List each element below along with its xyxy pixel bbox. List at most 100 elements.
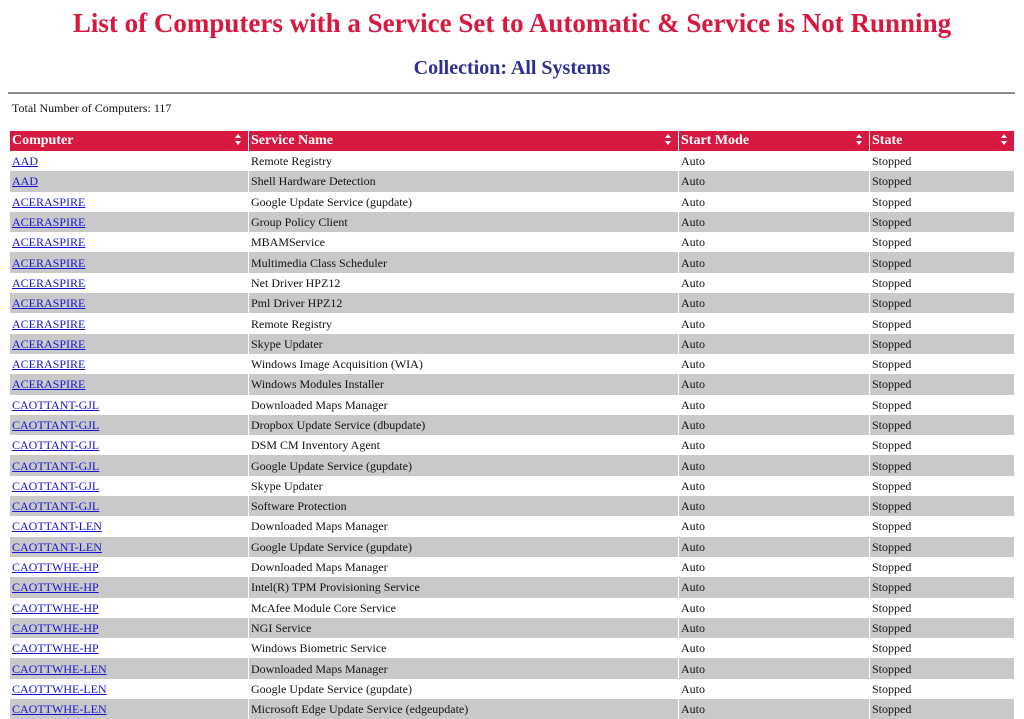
computer-link[interactable]: CAOTTANT-LEN — [12, 539, 102, 554]
cell-state: Stopped — [870, 577, 1014, 598]
column-header-label: State — [872, 133, 903, 148]
computer-link[interactable]: ACERASPIRE — [12, 275, 86, 290]
total-label: Total Number of Computers: — [12, 101, 151, 115]
cell-state: Stopped — [870, 617, 1014, 639]
table-row: ACERASPIRE Multimedia Class Scheduler Auto… — [10, 252, 1014, 273]
page-title: List of Computers with a Service Set to … — [72, 8, 952, 38]
cell-start-mode: Auto — [679, 293, 870, 314]
cell-computer: ACERASPIRE — [10, 252, 249, 273]
cell-service-name: NGI Service — [249, 617, 679, 639]
table-row: ACERASPIRE MBAMService Auto Stopped — [10, 232, 1014, 253]
computer-link[interactable]: ACERASPIRE — [12, 336, 86, 351]
computer-link[interactable]: CAOTTWHE-HP — [12, 560, 99, 575]
cell-service-name: DSM CM Inventory Agent — [249, 435, 679, 456]
cell-start-mode: Auto — [679, 211, 870, 233]
computer-link[interactable]: CAOTTANT-GJL — [12, 478, 100, 493]
cell-state: Stopped — [870, 556, 1014, 578]
cell-start-mode: Auto — [679, 617, 870, 639]
cell-computer: CAOTTANT-LEN — [10, 516, 249, 537]
cell-service-name: McAfee Module Core Service — [249, 597, 679, 618]
cell-computer: ACERASPIRE — [10, 272, 249, 294]
cell-computer: CAOTTWHE-LEN — [10, 678, 249, 700]
computer-link[interactable]: ACERASPIRE — [12, 235, 86, 250]
cell-computer: CAOTTANT-GJL — [10, 435, 249, 456]
table-row: CAOTTANT-LEN Google Update Service (gupda… — [10, 536, 1014, 557]
table-row: CAOTTANT-GJL Dropbox Update Service (dbup… — [10, 414, 1014, 436]
computer-link[interactable]: CAOTTWHE-HP — [12, 641, 99, 656]
cell-computer: ACERASPIRE — [10, 374, 249, 395]
computer-link[interactable]: AAD — [12, 174, 38, 189]
cell-service-name: Net Driver HPZ12 — [249, 272, 679, 294]
services-table: Computer Service Name Start Mode State A… — [10, 131, 1014, 719]
table-row: CAOTTANT-GJL Software Protection Auto Stopp… — [10, 496, 1014, 517]
cell-start-mode: Auto — [679, 414, 870, 436]
cell-state: Stopped — [870, 455, 1014, 476]
divider — [8, 92, 1015, 94]
table-row: ACERASPIRE Pml Driver HPZ12 Auto Stopped — [10, 293, 1014, 314]
computer-link[interactable]: ACERASPIRE — [12, 316, 86, 331]
sort-icon[interactable] — [665, 134, 672, 147]
cell-start-mode: Auto — [679, 516, 870, 537]
computer-link[interactable]: CAOTTANT-GJL — [12, 458, 100, 473]
table-row: CAOTTANT-GJL DSM CM Inventory Agent Auto St… — [10, 435, 1014, 456]
cell-start-mode: Auto — [679, 496, 870, 517]
sort-icon[interactable] — [856, 134, 863, 147]
computer-link[interactable]: CAOTTWHE-LEN — [12, 702, 107, 717]
computer-link[interactable]: CAOTTWHE-HP — [12, 600, 99, 615]
cell-computer: CAOTTWHE-LEN — [10, 658, 249, 679]
computer-link[interactable]: CAOTTWHE-HP — [12, 620, 99, 635]
computer-link[interactable]: ACERASPIRE — [12, 255, 86, 270]
cell-start-mode: Auto — [679, 252, 870, 273]
table-row: CAOTTANT-LEN Downloaded Maps Manager Auto S… — [10, 516, 1014, 537]
computer-link[interactable]: CAOTTANT-LEN — [12, 519, 102, 534]
computer-link[interactable]: CAOTTWHE-LEN — [12, 661, 107, 676]
table-row: ACERASPIRE Remote Registry Auto Stopped — [10, 313, 1014, 334]
cell-start-mode: Auto — [679, 191, 870, 212]
cell-computer: CAOTTANT-GJL — [10, 475, 249, 497]
cell-start-mode: Auto — [679, 678, 870, 700]
sort-icon[interactable] — [1001, 134, 1008, 147]
total-computers: Total Number of Computers: 117 — [12, 101, 171, 115]
cell-computer: ACERASPIRE — [10, 211, 249, 233]
cell-service-name: Google Update Service (gupdate) — [249, 191, 679, 212]
cell-computer: CAOTTWHE-LEN — [10, 699, 249, 719]
cell-service-name: Skype Updater — [249, 333, 679, 354]
computer-link[interactable]: CAOTTANT-GJL — [12, 499, 100, 514]
table-row: CAOTTWHE-HP McAfee Module Core Service Aut… — [10, 597, 1014, 618]
computer-link[interactable]: CAOTTANT-GJL — [12, 418, 100, 432]
computer-link[interactable]: ACERASPIRE — [12, 215, 86, 230]
cell-service-name: Software Protection — [249, 496, 679, 517]
computer-link[interactable]: AAD — [12, 154, 38, 169]
computer-link[interactable]: CAOTTWHE-LEN — [12, 681, 107, 696]
cell-service-name: Group Policy Client — [249, 211, 679, 233]
cell-state: Stopped — [870, 496, 1014, 517]
sort-icon[interactable] — [235, 134, 242, 147]
computer-link[interactable]: CAOTTWHE-HP — [12, 580, 99, 595]
cell-start-mode: Auto — [679, 151, 870, 172]
column-header-start-mode[interactable]: Start Mode — [679, 131, 870, 151]
table-row: CAOTTWHE-HP Windows Biometric Service Auto… — [10, 638, 1014, 659]
computer-link[interactable]: ACERASPIRE — [12, 296, 86, 311]
cell-start-mode: Auto — [679, 333, 870, 354]
column-header-service-name[interactable]: Service Name — [249, 131, 679, 151]
cell-state: Stopped — [870, 151, 1014, 172]
column-header-computer[interactable]: Computer — [10, 131, 249, 151]
computer-link[interactable]: ACERASPIRE — [12, 194, 86, 209]
cell-start-mode: Auto — [679, 353, 870, 375]
cell-computer: CAOTTWHE-HP — [10, 597, 249, 618]
cell-computer: AAD — [10, 151, 249, 172]
table-row: CAOTTANT-GJL Skype Updater Auto Stopped — [10, 475, 1014, 497]
computer-link[interactable]: ACERASPIRE — [12, 377, 86, 392]
column-header-label: Computer — [12, 133, 74, 148]
cell-state: Stopped — [870, 211, 1014, 233]
cell-service-name: Dropbox Update Service (dbupdate) — [249, 414, 679, 436]
column-header-state[interactable]: State — [870, 131, 1014, 151]
cell-start-mode: Auto — [679, 455, 870, 476]
computer-link[interactable]: CAOTTANT-GJL — [12, 397, 100, 412]
cell-computer: AAD — [10, 171, 249, 192]
column-header-label: Service Name — [251, 133, 334, 148]
computer-link[interactable]: ACERASPIRE — [12, 357, 86, 372]
cell-service-name: Intel(R) TPM Provisioning Service — [249, 577, 679, 598]
computer-link[interactable]: CAOTTANT-GJL — [12, 438, 100, 453]
cell-state: Stopped — [870, 191, 1014, 212]
